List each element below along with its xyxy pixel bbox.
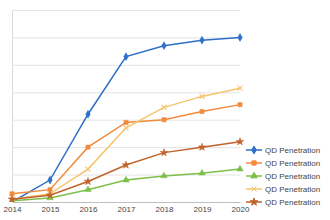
marker [8, 195, 16, 202]
marker [238, 33, 243, 41]
marker [124, 53, 129, 61]
x-tick: 2018 [156, 202, 174, 214]
y-axis [12, 11, 240, 203]
marker [237, 165, 243, 171]
marker [48, 176, 53, 184]
y-axis-line [13, 11, 241, 203]
marker [162, 42, 167, 50]
x-tick: 2019 [194, 202, 212, 214]
marker [86, 167, 91, 172]
grid-line [12, 92, 240, 93]
marker [200, 109, 204, 113]
marker [161, 172, 167, 178]
grid-line [12, 202, 240, 203]
legend-label: QD Penetration [265, 159, 320, 168]
marker [198, 143, 206, 150]
legend-item: QD Penetration [246, 159, 320, 168]
x-tick-label: 2015 [42, 205, 60, 214]
marker [200, 94, 205, 99]
legend-marker [252, 161, 256, 165]
marker [200, 36, 205, 44]
x-tick-label: 2019 [194, 205, 212, 214]
y-tick [12, 92, 240, 93]
series-line [12, 142, 240, 200]
x-tick-label: 2014 [4, 205, 22, 214]
marker [86, 145, 90, 149]
x-axis: 2014 2015 2016 2017 2018 2019 2020 [4, 202, 250, 214]
marker [160, 149, 168, 156]
legend-marker [251, 172, 257, 178]
marker [46, 191, 54, 198]
legend-item: QD Penetration [246, 198, 320, 207]
legend-label: QD Penetration [265, 146, 320, 155]
chart: 2014201520162017201820192020QD Penetrati… [0, 0, 330, 220]
y-tick [12, 65, 240, 66]
plot-area [8, 33, 244, 202]
x-axis-line [13, 202, 241, 203]
marker [124, 120, 128, 124]
legend-marker [250, 198, 258, 205]
legend-marker [252, 146, 257, 154]
marker [238, 86, 243, 91]
marker [122, 161, 130, 168]
x-tick: 2017 [118, 202, 136, 214]
marker [84, 177, 92, 184]
x-tick-label: 2017 [118, 205, 136, 214]
y-tick [12, 10, 240, 11]
grid-line [12, 175, 240, 176]
legend-label: QD Penetration [265, 172, 320, 181]
grid-line [12, 65, 240, 66]
legend-label: QD Penetration [265, 185, 320, 194]
marker [162, 105, 167, 110]
legend-item: QD Penetration [246, 172, 320, 181]
x-tick-label: 2018 [156, 205, 174, 214]
y-tick [12, 37, 240, 38]
series-line [12, 37, 240, 202]
series-line [12, 88, 240, 199]
marker [123, 176, 129, 182]
x-tick: 2020 [232, 202, 250, 214]
x-tick-label: 2016 [80, 205, 98, 214]
x-tick: 2016 [80, 202, 98, 214]
marker [124, 125, 129, 130]
marker [85, 186, 91, 192]
marker [86, 110, 91, 118]
marker [162, 118, 166, 122]
grid-line [12, 37, 240, 38]
grid-line [12, 10, 240, 11]
legend-item: QD Penetration [246, 185, 320, 194]
series-line [12, 105, 240, 194]
marker [236, 138, 244, 145]
marker [238, 103, 242, 107]
x-tick-label: 2020 [232, 205, 250, 214]
legend-label: QD Penetration [265, 198, 320, 207]
marker [199, 169, 205, 175]
x-tick: 2014 [4, 202, 22, 214]
legend: QD Penetration QD Penetration QD Penetrati… [246, 146, 320, 207]
y-tick [12, 175, 240, 176]
y-tick [12, 202, 240, 203]
x-tick: 2015 [42, 202, 60, 214]
legend-marker [252, 187, 257, 192]
legend-item: QD Penetration [246, 146, 320, 155]
